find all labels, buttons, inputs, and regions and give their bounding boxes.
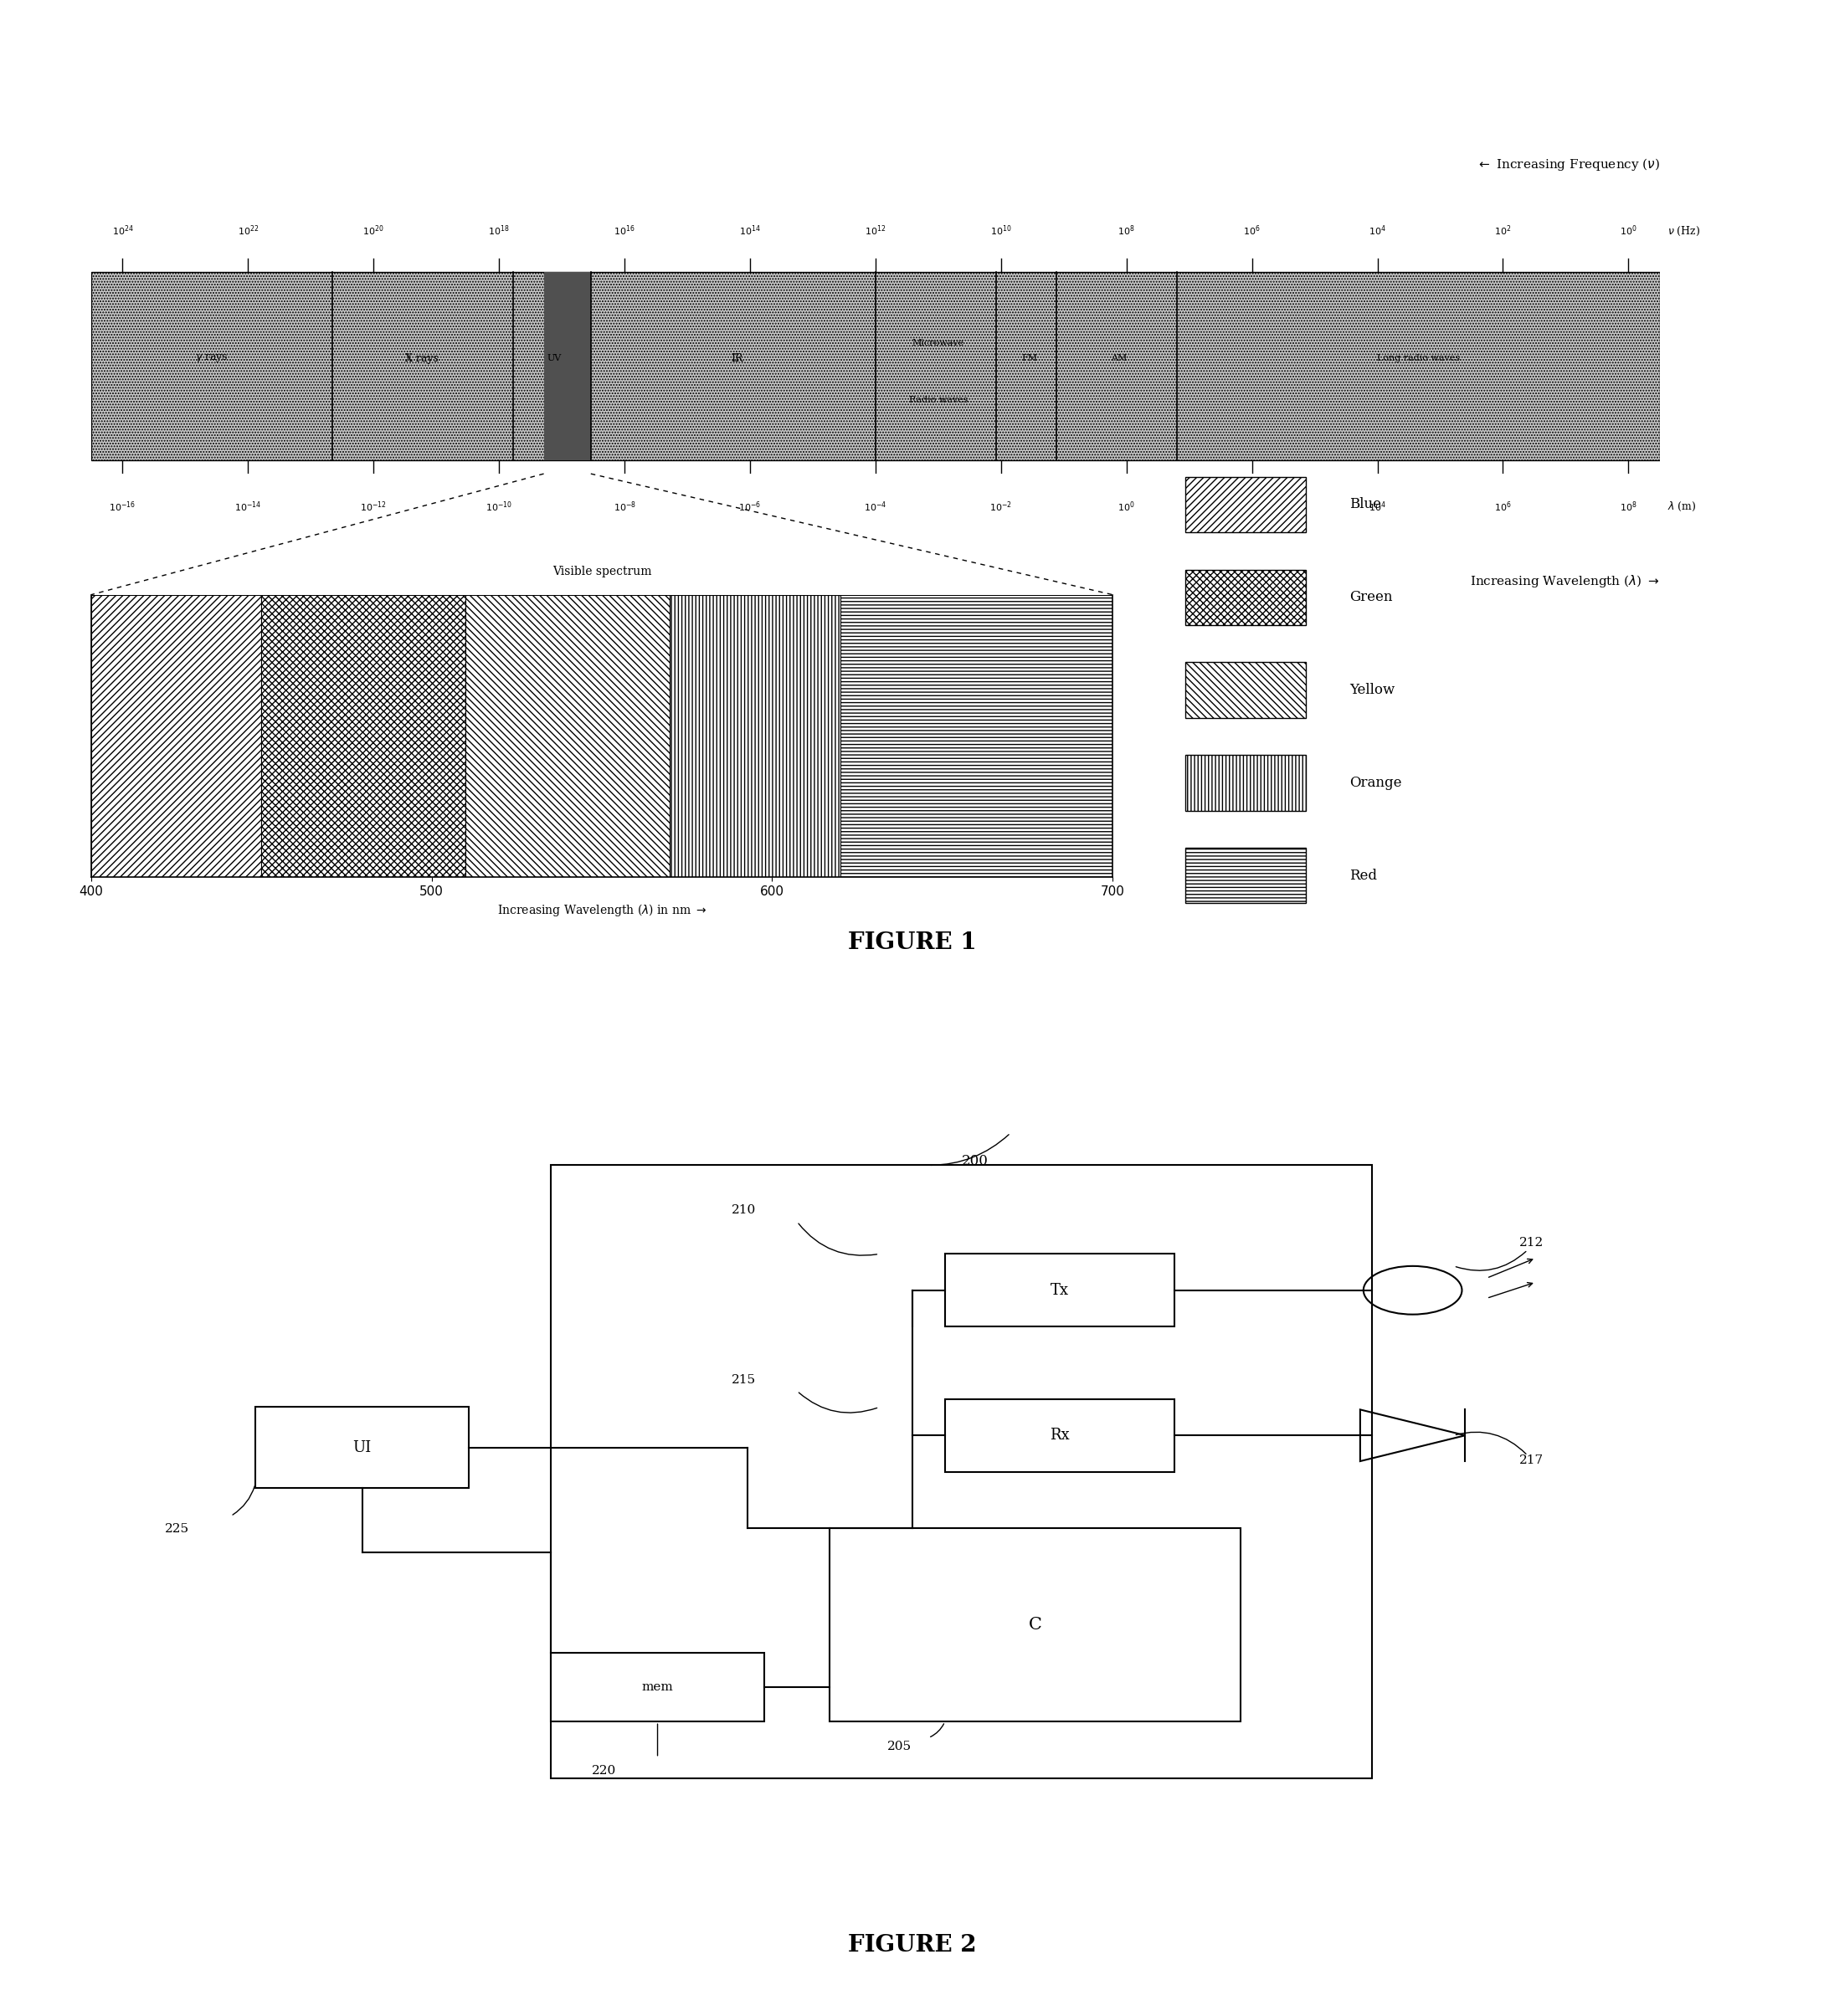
Text: Visible spectrum: Visible spectrum bbox=[553, 566, 651, 579]
Text: $10^{18}$: $10^{18}$ bbox=[489, 224, 509, 238]
Text: $10^{6}$: $10^{6}$ bbox=[1244, 224, 1260, 238]
Text: FM: FM bbox=[1021, 355, 1038, 363]
Text: 217: 217 bbox=[1519, 1454, 1543, 1466]
Text: $10^{22}$: $10^{22}$ bbox=[237, 224, 259, 238]
Bar bbox=[91, 272, 1660, 462]
Text: $10^{14}$: $10^{14}$ bbox=[739, 224, 761, 238]
Text: $10^{24}$: $10^{24}$ bbox=[111, 224, 133, 238]
Bar bbox=[551, 1165, 1372, 1778]
Text: 200: 200 bbox=[961, 1155, 989, 1169]
Text: $10^{8}$: $10^{8}$ bbox=[1118, 224, 1135, 238]
Text: Long radio waves: Long radio waves bbox=[1377, 355, 1459, 363]
Text: $10^{2}$: $10^{2}$ bbox=[1494, 224, 1512, 238]
Text: 215: 215 bbox=[731, 1373, 755, 1385]
Text: $10^{16}$: $10^{16}$ bbox=[615, 224, 635, 238]
Bar bbox=[1186, 847, 1306, 903]
Text: Increasing Wavelength ($\lambda$) $\rightarrow$: Increasing Wavelength ($\lambda$) $\righ… bbox=[1470, 573, 1660, 589]
Text: $10^{0}$: $10^{0}$ bbox=[1118, 500, 1135, 514]
Text: $\gamma$ rays: $\gamma$ rays bbox=[195, 353, 228, 365]
Bar bbox=[551, 1653, 764, 1722]
Text: 220: 220 bbox=[591, 1764, 617, 1776]
Bar bbox=[91, 595, 261, 877]
Bar bbox=[945, 1399, 1175, 1472]
Bar bbox=[1186, 569, 1306, 625]
Text: $\leftarrow$ Increasing Frequency ($\nu$): $\leftarrow$ Increasing Frequency ($\nu$… bbox=[1476, 157, 1660, 173]
Text: $10^{20}$: $10^{20}$ bbox=[363, 224, 385, 238]
Bar bbox=[261, 595, 465, 877]
Text: $10^{-6}$: $10^{-6}$ bbox=[739, 500, 761, 514]
Text: UI: UI bbox=[352, 1439, 372, 1456]
Bar bbox=[945, 1254, 1175, 1327]
Text: FIGURE 2: FIGURE 2 bbox=[848, 1933, 976, 1958]
Text: 212: 212 bbox=[1519, 1236, 1543, 1248]
Bar bbox=[841, 595, 1113, 877]
Text: Tx: Tx bbox=[1051, 1282, 1069, 1298]
Text: $10^{4}$: $10^{4}$ bbox=[1368, 500, 1386, 514]
Text: $10^{12}$: $10^{12}$ bbox=[865, 224, 886, 238]
Text: AM: AM bbox=[1111, 355, 1127, 363]
Text: Microwave: Microwave bbox=[912, 339, 965, 347]
Bar bbox=[465, 595, 669, 877]
Bar bbox=[544, 272, 591, 462]
Text: $10^{2}$: $10^{2}$ bbox=[1244, 500, 1260, 514]
Text: $\nu$ (Hz): $\nu$ (Hz) bbox=[1667, 226, 1700, 238]
Text: $10^{4}$: $10^{4}$ bbox=[1368, 224, 1386, 238]
Text: X rays: X rays bbox=[405, 353, 440, 363]
Text: IR: IR bbox=[731, 353, 744, 363]
Text: $10^{0}$: $10^{0}$ bbox=[1620, 224, 1638, 238]
Text: $\lambda$ (m): $\lambda$ (m) bbox=[1667, 500, 1696, 512]
Text: Yellow: Yellow bbox=[1350, 683, 1395, 698]
Text: Orange: Orange bbox=[1350, 776, 1403, 790]
Bar bbox=[830, 1528, 1240, 1722]
Text: Blue: Blue bbox=[1350, 498, 1381, 512]
Bar bbox=[1186, 476, 1306, 532]
Bar bbox=[1186, 661, 1306, 718]
Text: Radio waves: Radio waves bbox=[908, 397, 969, 405]
Text: $10^{-12}$: $10^{-12}$ bbox=[359, 500, 387, 514]
Text: $10^{6}$: $10^{6}$ bbox=[1494, 500, 1512, 514]
Text: mem: mem bbox=[642, 1681, 673, 1693]
Text: UV: UV bbox=[547, 355, 562, 363]
Text: 205: 205 bbox=[886, 1740, 912, 1752]
Text: FIGURE 1: FIGURE 1 bbox=[848, 931, 976, 954]
Text: $10^{-14}$: $10^{-14}$ bbox=[235, 500, 261, 514]
Text: 225: 225 bbox=[164, 1522, 190, 1534]
Text: $10^{-16}$: $10^{-16}$ bbox=[109, 500, 137, 514]
Text: Rx: Rx bbox=[1051, 1427, 1069, 1443]
Text: 210: 210 bbox=[731, 1204, 755, 1216]
Text: $10^{-4}$: $10^{-4}$ bbox=[865, 500, 886, 514]
Text: $10^{8}$: $10^{8}$ bbox=[1620, 500, 1638, 514]
Text: $10^{-8}$: $10^{-8}$ bbox=[613, 500, 637, 514]
X-axis label: Increasing Wavelength ($\lambda$) in nm $\rightarrow$: Increasing Wavelength ($\lambda$) in nm … bbox=[498, 903, 706, 917]
Bar bbox=[1186, 754, 1306, 810]
Bar bbox=[255, 1407, 469, 1488]
Text: $10^{-2}$: $10^{-2}$ bbox=[990, 500, 1012, 514]
Text: Green: Green bbox=[1350, 591, 1394, 605]
Text: Red: Red bbox=[1350, 869, 1377, 883]
Bar bbox=[669, 595, 841, 877]
Text: C: C bbox=[1029, 1617, 1042, 1633]
Text: $10^{10}$: $10^{10}$ bbox=[990, 224, 1012, 238]
Text: $10^{-10}$: $10^{-10}$ bbox=[485, 500, 513, 514]
